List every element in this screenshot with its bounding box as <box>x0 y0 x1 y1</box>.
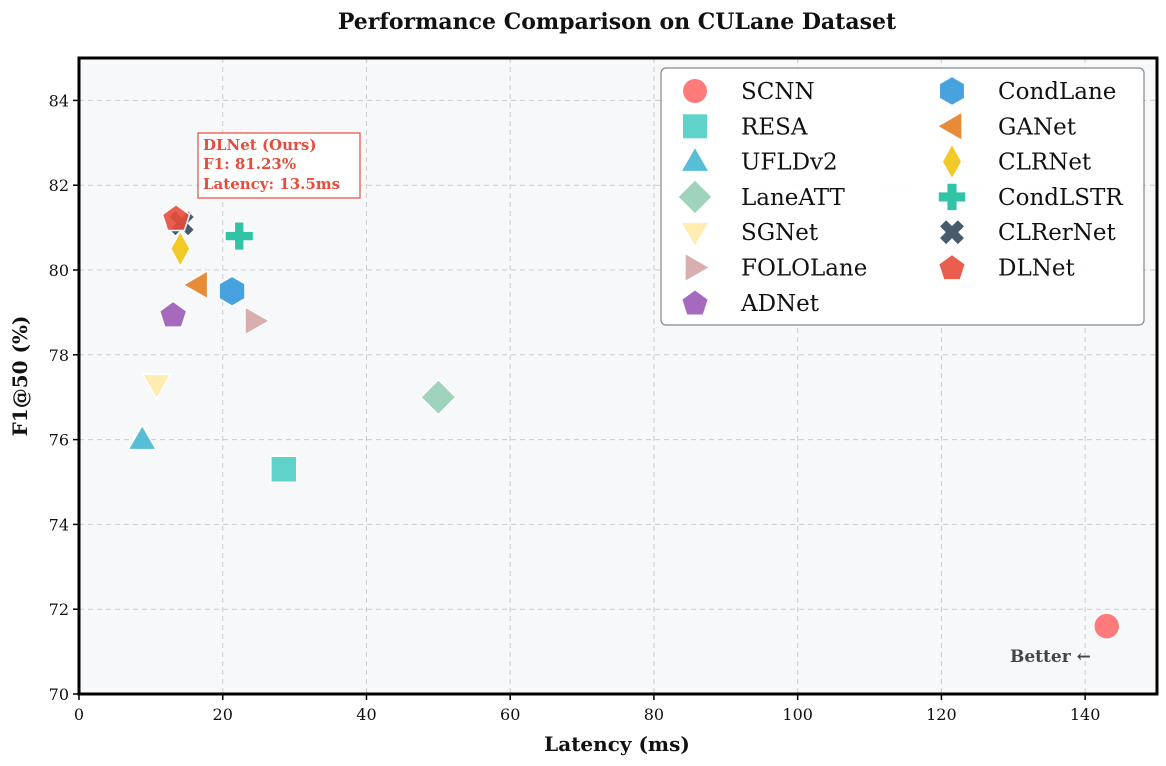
better-annotation: Better ← <box>1010 647 1091 667</box>
annotation-line-1: DLNet (Ours) <box>203 136 316 154</box>
legend-marker-condlane <box>940 77 964 105</box>
legend-label-clrnet: CLRNet <box>998 150 1092 176</box>
legend-label-clrernet: CLRerNet <box>998 220 1117 246</box>
legend-label-scnn: SCNN <box>741 79 815 105</box>
legend-marker-clrernet <box>940 220 964 245</box>
x-tick-label: 80 <box>644 705 664 724</box>
grid <box>79 58 1157 694</box>
chart-title: Performance Comparison on CULane Dataset <box>338 9 897 35</box>
x-axis-ticks: 0 20 40 60 80 100 120 140 <box>74 694 1101 724</box>
y-tick-label: 80 <box>49 261 69 280</box>
y-axis-label: F1@50 (%) <box>8 316 32 437</box>
point-adnet <box>158 300 188 328</box>
point-condlstr <box>224 221 255 252</box>
legend-marker-clrnet <box>943 145 961 178</box>
legend-marker-adnet <box>682 290 708 315</box>
point-dlnet <box>161 203 191 232</box>
y-tick-label: 74 <box>49 515 69 534</box>
y-tick-label: 70 <box>49 685 69 704</box>
x-axis-label: Latency (ms) <box>544 732 690 756</box>
annotation-box <box>197 132 361 199</box>
legend-frame <box>660 67 1145 326</box>
legend-label-ganet: GANet <box>998 114 1077 140</box>
legend-label-laneatt: LaneATT <box>741 185 846 211</box>
legend-label-ufldv2: UFLDv2 <box>741 150 838 176</box>
legend-marker-resa <box>683 114 707 139</box>
legend-label-adnet: ADNet <box>740 291 820 317</box>
annotation-line-2: F1: 81.23% <box>203 155 296 173</box>
legend-label-condlane: CondLane <box>998 79 1116 105</box>
y-tick-label: 84 <box>49 91 69 110</box>
x-tick-label: 100 <box>782 705 813 724</box>
point-ganet <box>181 269 209 301</box>
point-sgnet <box>141 373 172 401</box>
point-fololane <box>244 305 271 337</box>
legend-marker-sgnet <box>682 222 708 246</box>
legend-marker-laneatt <box>678 180 712 214</box>
point-ufldv2 <box>126 423 158 451</box>
legend-marker-condlstr <box>938 183 966 211</box>
legend-marker-ufldv2 <box>682 148 708 171</box>
y-axis-ticks: 70 72 74 76 78 80 82 84 <box>49 91 79 704</box>
point-resa <box>270 455 298 484</box>
y-tick-label: 76 <box>49 431 69 450</box>
legend-marker-dlnet <box>939 255 965 280</box>
legend-marker-scnn <box>683 79 707 103</box>
legend: SCNN RESA UFLDv2 LaneATT SGNet FOLOLane ADNet C… <box>660 67 1145 326</box>
legend-label-fololane: FOLOLane <box>741 256 867 282</box>
dlnet-annotation: DLNet (Ours) F1: 81.23% Latency: 13.5ms <box>197 132 361 199</box>
point-condlane <box>218 275 246 308</box>
y-tick-label: 78 <box>49 346 69 365</box>
plot-frame <box>77 56 1159 696</box>
y-tick-label: 72 <box>49 600 69 619</box>
point-laneatt <box>419 378 457 416</box>
x-tick-label: 0 <box>74 705 84 724</box>
legend-marker-ganet <box>938 113 962 140</box>
legend-label-condlstr: CondLSTR <box>998 185 1123 211</box>
legend-marker-fololane <box>685 254 709 281</box>
x-tick-label: 40 <box>356 705 376 724</box>
y-tick-label: 82 <box>49 176 69 195</box>
data-points <box>126 203 1121 640</box>
x-tick-label: 140 <box>1070 705 1101 724</box>
legend-label-sgnet: SGNet <box>741 220 819 246</box>
x-tick-label: 60 <box>500 705 520 724</box>
point-scnn <box>1092 612 1121 640</box>
x-tick-label: 120 <box>926 705 957 724</box>
legend-label-resa: RESA <box>741 114 808 140</box>
x-tick-label: 20 <box>213 705 233 724</box>
legend-label-dlnet: DLNet <box>998 256 1075 282</box>
annotation-line-3: Latency: 13.5ms <box>203 175 340 193</box>
point-clrnet <box>169 229 191 268</box>
